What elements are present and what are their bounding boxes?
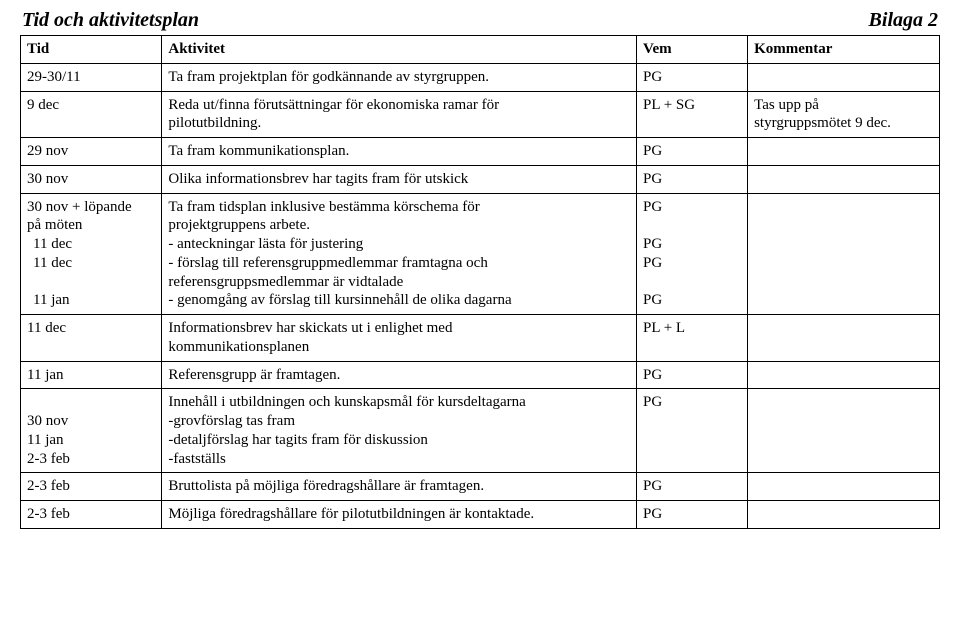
table-row: 9 dec Reda ut/finna förutsättningar för … [21, 91, 940, 138]
cell-vem: PG [637, 501, 748, 529]
table-row: 30 nov 11 jan 2-3 feb Innehåll i utbildn… [21, 389, 940, 473]
cell-vem: PG [637, 63, 748, 91]
text-line: styrgruppsmötet 9 dec. [754, 114, 933, 133]
table-row: 30 nov Olika informationsbrev har tagits… [21, 165, 940, 193]
cell-kommentar [748, 63, 940, 91]
text-line: Reda ut/finna förutsättningar för ekonom… [168, 96, 630, 115]
cell-aktivitet: Reda ut/finna förutsättningar för ekonom… [162, 91, 637, 138]
table-row: 30 nov + löpande på möten 11 dec 11 dec … [21, 193, 940, 315]
cell-aktivitet: Innehåll i utbildningen och kunskapsmål … [162, 389, 637, 473]
text-line: projektgruppens arbete. [168, 216, 630, 235]
cell-kommentar [748, 315, 940, 362]
page-title-right: Bilaga 2 [869, 8, 938, 33]
text-line: -grovförslag tas fram [168, 412, 630, 431]
cell-tid: 11 jan [21, 361, 162, 389]
cell-vem: PG [637, 138, 748, 166]
text-line: 11 dec [27, 235, 155, 254]
col-aktivitet: Aktivitet [162, 36, 637, 64]
text-line: 2-3 feb [27, 450, 155, 469]
text-line: Informationsbrev har skickats ut i enlig… [168, 319, 630, 338]
text-line: kommunikationsplanen [168, 338, 630, 357]
cell-vem: PG [637, 389, 748, 473]
cell-tid: 2-3 feb [21, 501, 162, 529]
text-line: 30 nov [27, 412, 155, 431]
text-line: PG [643, 291, 741, 310]
cell-tid: 11 dec [21, 315, 162, 362]
page-header: Tid och aktivitetsplan Bilaga 2 [20, 8, 940, 35]
text-line: PG [643, 235, 741, 254]
cell-vem: PL + SG [637, 91, 748, 138]
cell-aktivitet: Informationsbrev har skickats ut i enlig… [162, 315, 637, 362]
table-row: 11 jan Referensgrupp är framtagen. PG [21, 361, 940, 389]
cell-tid: 9 dec [21, 91, 162, 138]
cell-kommentar: Tas upp på styrgruppsmötet 9 dec. [748, 91, 940, 138]
document-page: Tid och aktivitetsplan Bilaga 2 Tid Akti… [0, 0, 960, 549]
text-line: -detaljförslag har tagits fram för disku… [168, 431, 630, 450]
text-line: PG [643, 254, 741, 273]
col-vem: Vem [637, 36, 748, 64]
cell-vem: PL + L [637, 315, 748, 362]
text-line [27, 393, 155, 412]
text-line: på möten [27, 216, 155, 235]
table-row: 11 dec Informationsbrev har skickats ut … [21, 315, 940, 362]
cell-kommentar [748, 361, 940, 389]
text-line: - anteckningar lästa för justering [168, 235, 630, 254]
cell-aktivitet: Olika informationsbrev har tagits fram f… [162, 165, 637, 193]
text-line [643, 273, 741, 292]
cell-aktivitet: Ta fram projektplan för godkännande av s… [162, 63, 637, 91]
cell-kommentar [748, 193, 940, 315]
text-line: -fastställs [168, 450, 630, 469]
cell-kommentar [748, 138, 940, 166]
cell-aktivitet: Möjliga föredragshållare för pilotutbild… [162, 501, 637, 529]
text-line [27, 273, 155, 292]
cell-tid: 30 nov [21, 165, 162, 193]
text-line: 11 dec [27, 254, 155, 273]
cell-tid: 29-30/11 [21, 63, 162, 91]
cell-vem: PG [637, 361, 748, 389]
cell-vem: PG [637, 165, 748, 193]
col-kommentar: Kommentar [748, 36, 940, 64]
text-line: pilotutbildning. [168, 114, 630, 133]
text-line: 11 jan [27, 291, 155, 310]
cell-aktivitet: Referensgrupp är framtagen. [162, 361, 637, 389]
cell-aktivitet: Ta fram tidsplan inklusive bestämma körs… [162, 193, 637, 315]
cell-aktivitet: Ta fram kommunikationsplan. [162, 138, 637, 166]
text-line [643, 216, 741, 235]
table-header-row: Tid Aktivitet Vem Kommentar [21, 36, 940, 64]
text-line: Ta fram tidsplan inklusive bestämma körs… [168, 198, 630, 217]
table-row: 2-3 feb Möjliga föredragshållare för pil… [21, 501, 940, 529]
text-line: - genomgång av förslag till kursinnehåll… [168, 291, 630, 310]
cell-tid: 30 nov 11 jan 2-3 feb [21, 389, 162, 473]
cell-tid: 29 nov [21, 138, 162, 166]
activity-plan-table: Tid Aktivitet Vem Kommentar 29-30/11 Ta … [20, 35, 940, 529]
text-line: Tas upp på [754, 96, 933, 115]
cell-aktivitet: Bruttolista på möjliga föredragshållare … [162, 473, 637, 501]
col-tid: Tid [21, 36, 162, 64]
cell-vem: PG [637, 473, 748, 501]
text-line: PG [643, 198, 741, 217]
cell-kommentar [748, 389, 940, 473]
text-line: Innehåll i utbildningen och kunskapsmål … [168, 393, 630, 412]
text-line: - förslag till referensgruppmedlemmar fr… [168, 254, 630, 273]
text-line: 30 nov + löpande [27, 198, 155, 217]
table-row: 29-30/11 Ta fram projektplan för godkänn… [21, 63, 940, 91]
text-line: 11 jan [27, 431, 155, 450]
cell-vem: PG PG PG PG [637, 193, 748, 315]
table-row: 2-3 feb Bruttolista på möjliga föredrags… [21, 473, 940, 501]
cell-kommentar [748, 501, 940, 529]
table-row: 29 nov Ta fram kommunikationsplan. PG [21, 138, 940, 166]
page-title-left: Tid och aktivitetsplan [22, 8, 199, 33]
cell-tid: 2-3 feb [21, 473, 162, 501]
cell-tid: 30 nov + löpande på möten 11 dec 11 dec … [21, 193, 162, 315]
cell-kommentar [748, 473, 940, 501]
cell-kommentar [748, 165, 940, 193]
text-line: referensgruppsmedlemmar är vidtalade [168, 273, 630, 292]
